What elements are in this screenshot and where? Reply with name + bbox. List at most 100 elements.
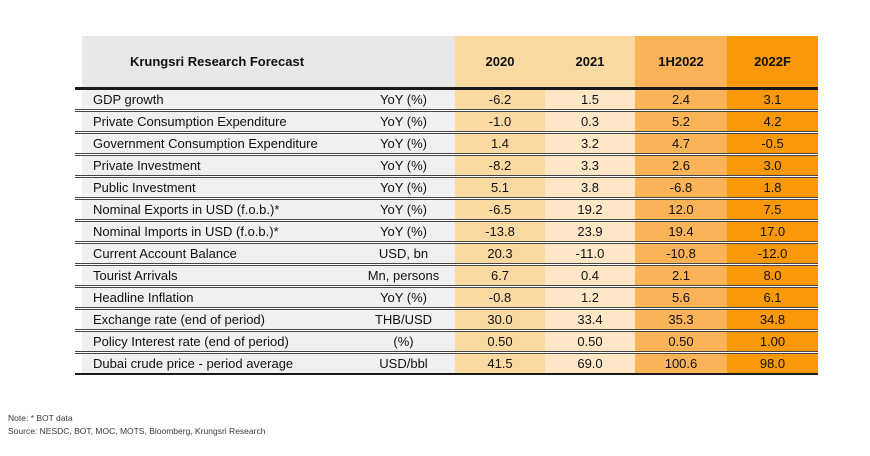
row-gutter bbox=[75, 198, 82, 222]
value-2020: -0.8 bbox=[455, 286, 545, 310]
value-2021: 1.2 bbox=[545, 286, 635, 310]
value-2022f: 17.0 bbox=[727, 220, 818, 244]
value-2021: 3.8 bbox=[545, 176, 635, 200]
row-gutter bbox=[75, 308, 82, 332]
value-2020: 6.7 bbox=[455, 264, 545, 288]
value-1h2022: 0.50 bbox=[635, 330, 727, 354]
row-label: Nominal Exports in USD (f.o.b.)* bbox=[82, 198, 352, 222]
table-row: Exchange rate (end of period) THB/USD 30… bbox=[75, 308, 818, 332]
value-1h2022: 2.1 bbox=[635, 264, 727, 288]
value-2022f: 1.00 bbox=[727, 330, 818, 354]
row-label: Exchange rate (end of period) bbox=[82, 308, 352, 332]
value-2021: 3.3 bbox=[545, 154, 635, 178]
row-unit: YoY (%) bbox=[352, 110, 455, 134]
row-unit: YoY (%) bbox=[352, 220, 455, 244]
value-2020: 5.1 bbox=[455, 176, 545, 200]
value-2022f: 3.1 bbox=[727, 88, 818, 112]
table-row: Nominal Imports in USD (f.o.b.)* YoY (%)… bbox=[75, 220, 818, 244]
value-2020: 41.5 bbox=[455, 352, 545, 375]
table-row: Private Investment YoY (%) -8.2 3.3 2.6 … bbox=[75, 154, 818, 178]
row-gutter bbox=[75, 352, 82, 375]
row-unit: YoY (%) bbox=[352, 176, 455, 200]
value-2021: 1.5 bbox=[545, 88, 635, 112]
value-2021: -11.0 bbox=[545, 242, 635, 266]
value-2021: 19.2 bbox=[545, 198, 635, 222]
row-label: Private Investment bbox=[82, 154, 352, 178]
row-unit: (%) bbox=[352, 330, 455, 354]
row-label: Current Account Balance bbox=[82, 242, 352, 266]
row-gutter bbox=[75, 154, 82, 178]
value-1h2022: 4.7 bbox=[635, 132, 727, 156]
table-row: Current Account Balance USD, bn 20.3 -11… bbox=[75, 242, 818, 266]
row-unit: YoY (%) bbox=[352, 198, 455, 222]
row-gutter bbox=[75, 220, 82, 244]
column-header-2020: 2020 bbox=[455, 36, 545, 90]
table-row: Public Investment YoY (%) 5.1 3.8 -6.8 1… bbox=[75, 176, 818, 200]
row-unit: THB/USD bbox=[352, 308, 455, 332]
table-row: GDP growth YoY (%) -6.2 1.5 2.4 3.1 bbox=[75, 88, 818, 112]
value-2020: -13.8 bbox=[455, 220, 545, 244]
row-gutter bbox=[75, 264, 82, 288]
value-2022f: 3.0 bbox=[727, 154, 818, 178]
row-label: Private Consumption Expenditure bbox=[82, 110, 352, 134]
value-2022f: 4.2 bbox=[727, 110, 818, 134]
table-row: Tourist Arrivals Mn, persons 6.7 0.4 2.1… bbox=[75, 264, 818, 288]
row-label: Public Investment bbox=[82, 176, 352, 200]
row-label: GDP growth bbox=[82, 88, 352, 112]
row-label: Nominal Imports in USD (f.o.b.)* bbox=[82, 220, 352, 244]
row-label: Dubai crude price - period average bbox=[82, 352, 352, 375]
value-2022f: -12.0 bbox=[727, 242, 818, 266]
value-2020: -1.0 bbox=[455, 110, 545, 134]
row-unit: YoY (%) bbox=[352, 154, 455, 178]
value-2021: 3.2 bbox=[545, 132, 635, 156]
forecast-table-grid: Krungsri Research Forecast 2020 2021 1H2… bbox=[75, 36, 818, 375]
row-unit: USD/bbl bbox=[352, 352, 455, 375]
column-header-1h2022: 1H2022 bbox=[635, 36, 727, 90]
value-1h2022: -10.8 bbox=[635, 242, 727, 266]
table-body: GDP growth YoY (%) -6.2 1.5 2.4 3.1 Priv… bbox=[75, 88, 818, 375]
value-2022f: 8.0 bbox=[727, 264, 818, 288]
table-row: Dubai crude price - period average USD/b… bbox=[75, 352, 818, 375]
value-2020: -8.2 bbox=[455, 154, 545, 178]
table-row: Headline Inflation YoY (%) -0.8 1.2 5.6 … bbox=[75, 286, 818, 310]
value-2021: 69.0 bbox=[545, 352, 635, 375]
value-1h2022: 35.3 bbox=[635, 308, 727, 332]
row-unit: Mn, persons bbox=[352, 264, 455, 288]
value-1h2022: 5.2 bbox=[635, 110, 727, 134]
row-gutter bbox=[75, 176, 82, 200]
value-2021: 0.50 bbox=[545, 330, 635, 354]
value-2022f: 6.1 bbox=[727, 286, 818, 310]
column-header-2021: 2021 bbox=[545, 36, 635, 90]
value-2020: -6.2 bbox=[455, 88, 545, 112]
value-1h2022: 2.4 bbox=[635, 88, 727, 112]
value-2020: 30.0 bbox=[455, 308, 545, 332]
value-2022f: -0.5 bbox=[727, 132, 818, 156]
header-unit-blank bbox=[352, 36, 455, 90]
value-1h2022: 2.6 bbox=[635, 154, 727, 178]
value-2021: 23.9 bbox=[545, 220, 635, 244]
value-2021: 33.4 bbox=[545, 308, 635, 332]
row-gutter bbox=[75, 88, 82, 112]
value-2020: -6.5 bbox=[455, 198, 545, 222]
table-row: Nominal Exports in USD (f.o.b.)* YoY (%)… bbox=[75, 198, 818, 222]
value-1h2022: 5.6 bbox=[635, 286, 727, 310]
header-gutter bbox=[75, 36, 82, 90]
row-gutter bbox=[75, 286, 82, 310]
row-gutter bbox=[75, 330, 82, 354]
table-header-row: Krungsri Research Forecast 2020 2021 1H2… bbox=[75, 36, 818, 90]
value-2022f: 98.0 bbox=[727, 352, 818, 375]
table-row: Private Consumption Expenditure YoY (%) … bbox=[75, 110, 818, 134]
source-text: Source: NESDC, BOT, MOC, MOTS, Bloomberg… bbox=[8, 426, 266, 436]
value-1h2022: -6.8 bbox=[635, 176, 727, 200]
row-unit: YoY (%) bbox=[352, 132, 455, 156]
column-header-2022f: 2022F bbox=[727, 36, 818, 90]
value-2022f: 34.8 bbox=[727, 308, 818, 332]
row-unit: YoY (%) bbox=[352, 286, 455, 310]
row-gutter bbox=[75, 110, 82, 134]
row-label: Tourist Arrivals bbox=[82, 264, 352, 288]
value-1h2022: 100.6 bbox=[635, 352, 727, 375]
table-title: Krungsri Research Forecast bbox=[82, 36, 352, 90]
value-2022f: 7.5 bbox=[727, 198, 818, 222]
note-text: Note: * BOT data bbox=[8, 413, 73, 423]
